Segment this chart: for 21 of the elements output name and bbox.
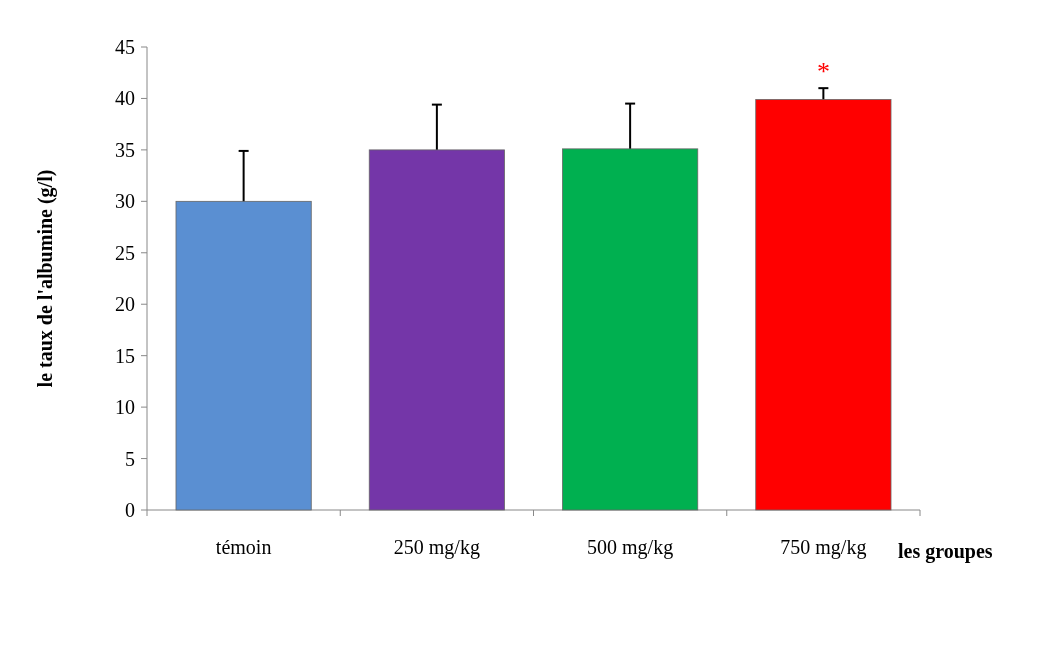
bar bbox=[175, 200, 312, 511]
y-tick-label: 5 bbox=[125, 447, 135, 470]
x-axis-title: les groupes bbox=[898, 540, 993, 563]
bar bbox=[755, 99, 892, 511]
y-tick-label: 40 bbox=[115, 87, 135, 110]
annotation: * bbox=[816, 57, 830, 87]
y-axis-title: le taux de l'albumine (g/l) bbox=[34, 169, 57, 388]
y-tick-label: 45 bbox=[115, 36, 135, 58]
bar bbox=[562, 148, 699, 511]
bar bbox=[368, 149, 505, 511]
x-tick-label: 500 mg/kg bbox=[587, 536, 674, 559]
y-tick-label: 25 bbox=[115, 241, 135, 264]
y-tick-label: 0 bbox=[125, 499, 135, 521]
y-tick-label: 35 bbox=[115, 138, 135, 161]
y-tick-label: 10 bbox=[115, 396, 135, 419]
y-tick-label: 15 bbox=[115, 344, 135, 367]
y-tick-label: 30 bbox=[115, 190, 135, 213]
x-tick-label: 250 mg/kg bbox=[393, 536, 480, 559]
x-tick-label: témoin bbox=[215, 536, 272, 558]
y-tick-label: 20 bbox=[115, 293, 135, 316]
x-tick-label: 750 mg/kg bbox=[780, 536, 867, 559]
